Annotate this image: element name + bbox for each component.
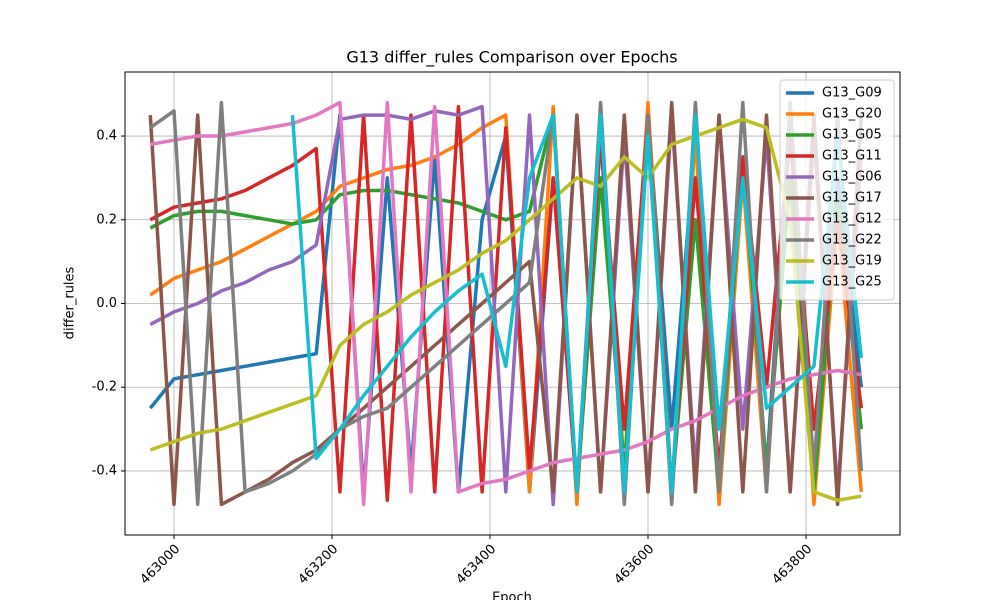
- legend: G13_G09 G13_G20 G13_G05 G13_G11 G13_G06 G13_G…: [779, 79, 895, 301]
- y-tick-label: 0.0: [96, 296, 117, 311]
- legend-label: G13_G09: [822, 86, 882, 101]
- legend-label: G13_G20: [822, 107, 882, 122]
- legend-label: G13_G11: [822, 149, 882, 164]
- y-tick-label: -0.2: [92, 380, 117, 395]
- legend-label: G13_G19: [822, 254, 882, 269]
- x-axis-label: Epoch: [492, 591, 532, 600]
- plot-frame: [124, 71, 901, 536]
- legend-label: G13_G25: [822, 275, 882, 290]
- legend-label: G13_G05: [822, 128, 882, 143]
- data-line: [148, 100, 864, 507]
- legend-label: G13_G12: [822, 212, 882, 227]
- legend-label: G13_G22: [822, 233, 882, 248]
- y-tick-label: -0.4: [92, 463, 117, 478]
- data-line: [149, 117, 862, 503]
- legend-label: G13_G17: [822, 191, 882, 206]
- data-line: [149, 104, 864, 507]
- legend-label: G13_G06: [822, 170, 882, 185]
- data-line: [149, 100, 862, 507]
- y-tick-label: 0.2: [96, 212, 117, 227]
- y-axis-label: differ_rules: [63, 266, 78, 339]
- data-line: [149, 100, 864, 507]
- y-tick-label: 0.4: [96, 129, 117, 144]
- data-line: [290, 113, 864, 494]
- chart-title: G13 differ_rules Comparison over Epochs: [346, 48, 677, 68]
- data-line: [149, 104, 864, 503]
